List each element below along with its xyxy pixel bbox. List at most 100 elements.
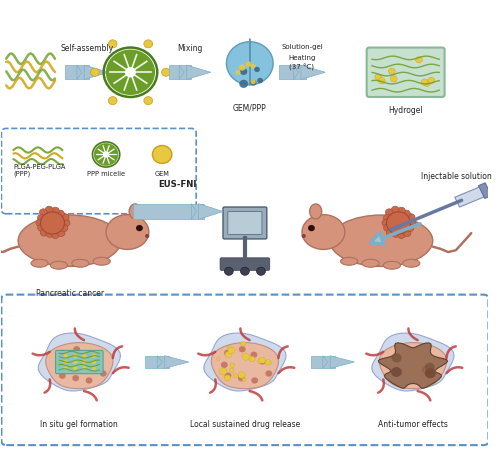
Circle shape [144, 97, 152, 106]
FancyBboxPatch shape [223, 207, 267, 239]
Circle shape [108, 97, 117, 106]
Text: GEM: GEM [154, 170, 170, 176]
Circle shape [254, 68, 260, 73]
Circle shape [378, 78, 385, 85]
Circle shape [58, 350, 66, 356]
Circle shape [52, 208, 60, 215]
Circle shape [92, 354, 96, 358]
Circle shape [240, 69, 248, 76]
Polygon shape [164, 356, 189, 368]
Circle shape [38, 215, 45, 222]
Circle shape [56, 362, 62, 368]
Text: Injectable solution: Injectable solution [422, 172, 492, 181]
Circle shape [64, 360, 68, 364]
Circle shape [86, 377, 92, 384]
Ellipse shape [129, 204, 141, 220]
Circle shape [250, 65, 256, 69]
Circle shape [64, 366, 68, 370]
Circle shape [302, 235, 306, 239]
Polygon shape [38, 333, 120, 391]
Circle shape [74, 346, 80, 353]
Circle shape [384, 215, 391, 222]
Polygon shape [84, 66, 108, 80]
Text: Hydrogel: Hydrogel [388, 106, 423, 115]
Circle shape [258, 359, 262, 364]
Circle shape [224, 350, 231, 356]
Circle shape [386, 209, 393, 216]
Ellipse shape [93, 258, 110, 266]
Ellipse shape [50, 262, 68, 270]
Circle shape [240, 267, 250, 276]
Circle shape [85, 352, 91, 358]
Circle shape [384, 225, 392, 232]
Circle shape [62, 214, 69, 221]
Ellipse shape [72, 260, 89, 267]
Circle shape [392, 354, 402, 363]
FancyBboxPatch shape [366, 48, 444, 98]
Circle shape [225, 351, 232, 358]
Circle shape [239, 346, 246, 353]
Circle shape [64, 354, 68, 358]
Polygon shape [192, 204, 196, 220]
Circle shape [390, 77, 397, 83]
Circle shape [224, 375, 231, 381]
Circle shape [422, 366, 432, 375]
Circle shape [421, 80, 428, 86]
Circle shape [38, 225, 46, 232]
Circle shape [40, 209, 47, 216]
Circle shape [425, 363, 434, 372]
Circle shape [251, 377, 258, 384]
Circle shape [144, 41, 152, 49]
Circle shape [257, 78, 263, 84]
Text: Pancreatic cancer: Pancreatic cancer [36, 288, 104, 297]
Polygon shape [157, 356, 162, 368]
Polygon shape [179, 66, 184, 80]
Circle shape [407, 367, 416, 375]
Circle shape [424, 368, 436, 378]
Text: EUS-FNI: EUS-FNI [158, 179, 197, 189]
Circle shape [250, 80, 256, 85]
Circle shape [233, 374, 237, 377]
Circle shape [93, 359, 100, 365]
Polygon shape [226, 40, 273, 86]
Polygon shape [77, 66, 82, 80]
Ellipse shape [330, 216, 432, 267]
Circle shape [236, 71, 240, 76]
Bar [310, 356, 335, 368]
Circle shape [250, 352, 258, 358]
Text: Mixing: Mixing [177, 44, 203, 53]
Circle shape [40, 230, 48, 237]
Circle shape [228, 346, 232, 350]
Polygon shape [378, 343, 448, 388]
Circle shape [388, 69, 396, 75]
Circle shape [408, 220, 416, 227]
Circle shape [126, 69, 136, 78]
Circle shape [391, 367, 402, 377]
Circle shape [82, 360, 86, 364]
Ellipse shape [340, 258, 357, 266]
Circle shape [136, 226, 143, 232]
Circle shape [398, 208, 406, 215]
Bar [279, 66, 306, 80]
Polygon shape [204, 333, 286, 391]
Circle shape [221, 362, 228, 368]
Circle shape [401, 351, 409, 358]
Bar [170, 66, 192, 80]
Text: In situ gel formation: In situ gel formation [40, 419, 118, 428]
FancyBboxPatch shape [56, 350, 103, 374]
Circle shape [60, 225, 68, 232]
Circle shape [386, 212, 410, 235]
Circle shape [94, 144, 118, 166]
Text: Anti-tumor effects: Anti-tumor effects [378, 419, 448, 428]
Circle shape [238, 372, 245, 378]
Circle shape [392, 231, 400, 238]
Circle shape [392, 207, 399, 214]
Circle shape [404, 230, 411, 237]
Circle shape [90, 69, 100, 77]
Circle shape [100, 371, 106, 377]
Circle shape [228, 347, 235, 354]
Circle shape [152, 146, 172, 164]
Circle shape [220, 368, 227, 375]
Circle shape [408, 214, 415, 221]
Circle shape [239, 65, 246, 72]
